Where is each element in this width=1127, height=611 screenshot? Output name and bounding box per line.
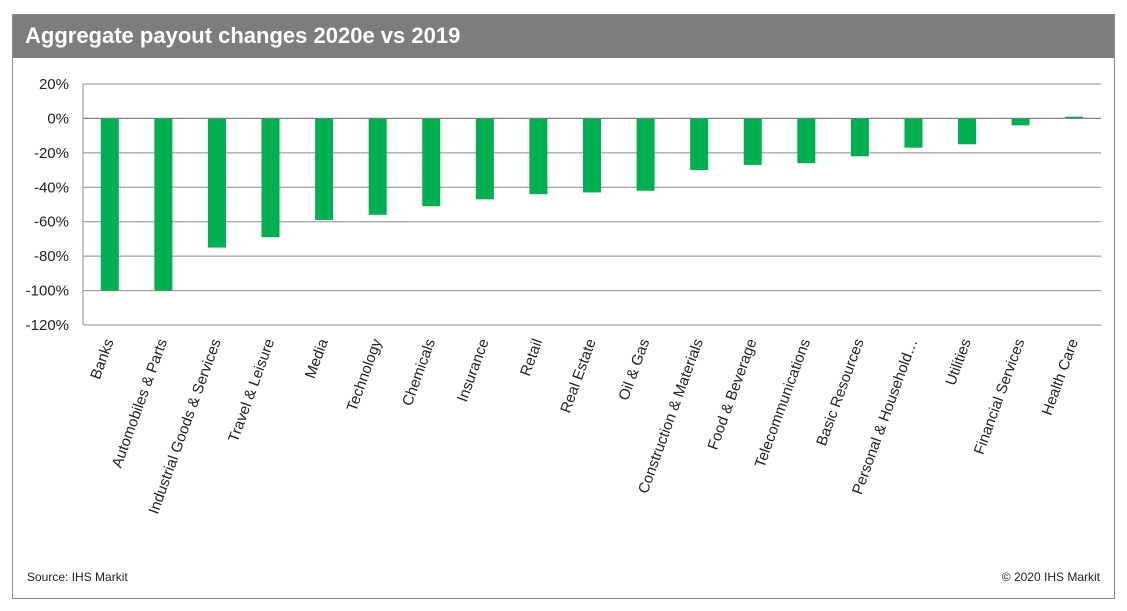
y-tick-label: -60% (34, 214, 69, 231)
bar (690, 118, 709, 171)
bar (100, 118, 119, 291)
x-tick-label: Media (302, 336, 332, 381)
bar (422, 118, 441, 207)
bar (636, 118, 655, 191)
x-tick-label: Oil & Gas (615, 337, 653, 403)
copyright-note: © 2020 IHS Markit (1001, 570, 1100, 584)
x-tick-label: Insurance (454, 337, 493, 405)
x-tick-label: Travel & Leisure (225, 337, 278, 445)
bar (904, 118, 923, 148)
x-tick-label: Chemicals (399, 337, 439, 409)
bar (958, 118, 977, 145)
title-bar: Aggregate payout changes 2020e vs 2019 (13, 15, 1114, 58)
x-tick-label: Basic Resources (813, 337, 867, 449)
bar (475, 118, 494, 200)
x-tick-label: Technology (344, 336, 386, 414)
bar (154, 118, 173, 291)
bar (207, 118, 226, 248)
y-tick-label: 0% (47, 110, 69, 127)
bar (743, 118, 762, 165)
x-tick-label: Automobiles & Parts (109, 337, 171, 471)
bar (315, 118, 334, 220)
x-tick-label: Food & Beverage (705, 337, 761, 453)
bar (583, 118, 601, 193)
bar (368, 118, 387, 215)
x-tick-label: Retail (517, 337, 546, 379)
source-note: Source: IHS Markit (27, 570, 128, 584)
x-tick-label: Utilities (942, 337, 975, 388)
bar (529, 118, 548, 195)
bar (797, 118, 816, 164)
x-tick-label: Real Estate (557, 337, 599, 416)
bar (1011, 118, 1030, 126)
x-tick-label: Telecommunications (752, 337, 814, 471)
y-tick-label: -100% (26, 283, 69, 300)
chart-title: Aggregate payout changes 2020e vs 2019 (25, 23, 461, 48)
bar (850, 118, 869, 157)
x-tick-label: Banks (87, 337, 117, 382)
bar (261, 118, 280, 238)
y-tick-label: -80% (34, 248, 69, 265)
y-tick-label: -20% (34, 145, 69, 162)
bar (1065, 116, 1084, 119)
x-tick-label: Financial Services (971, 337, 1029, 457)
y-tick-label: 20% (39, 76, 69, 93)
y-tick-label: -120% (26, 317, 69, 334)
x-tick-label: Health Care (1039, 337, 1082, 418)
chart-frame: Aggregate payout changes 2020e vs 2019 2… (12, 14, 1115, 599)
y-tick-label: -40% (34, 179, 69, 196)
bar-chart: 20% 0% -20% -40% -60% -80% -100% -120% BanksAuto… (26, 76, 1101, 516)
